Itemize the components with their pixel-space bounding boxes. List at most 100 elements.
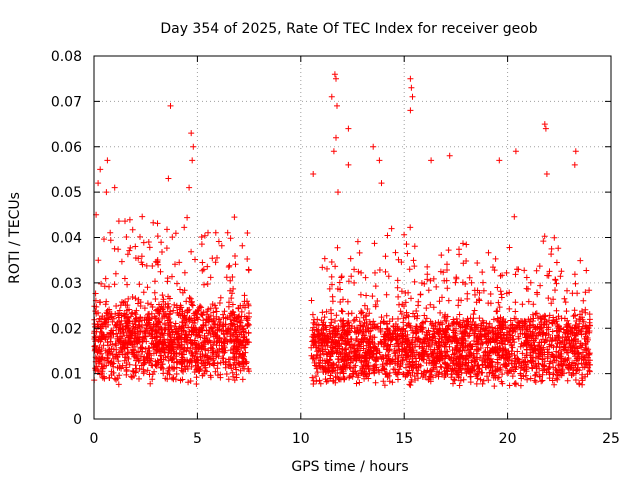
- data-point: [159, 249, 165, 255]
- data-point: [356, 355, 363, 361]
- data-point: [572, 148, 579, 155]
- data-point: [187, 295, 194, 302]
- data-point: [340, 296, 346, 303]
- data-point: [202, 359, 209, 366]
- data-point: [546, 268, 553, 275]
- data-point: [465, 368, 472, 375]
- data-point: [328, 316, 335, 323]
- data-point: [411, 313, 418, 320]
- data-point: [207, 274, 214, 281]
- data-point: [129, 320, 136, 327]
- data-point: [317, 351, 324, 358]
- data-point: [517, 370, 524, 377]
- data-point: [111, 184, 118, 191]
- data-point: [308, 344, 315, 351]
- data-point: [218, 242, 225, 249]
- data-point: [227, 310, 234, 317]
- data-point: [173, 371, 180, 377]
- data-point: [514, 348, 521, 355]
- data-point: [189, 302, 196, 309]
- data-point: [455, 302, 462, 309]
- data-point: [217, 294, 224, 301]
- data-point: [110, 331, 117, 338]
- data-point: [327, 322, 334, 329]
- data-point: [491, 383, 498, 390]
- data-point: [382, 253, 389, 260]
- data-point: [496, 345, 503, 352]
- data-point: [533, 310, 540, 317]
- data-point: [578, 327, 585, 334]
- data-point: [460, 362, 466, 368]
- data-point: [552, 318, 558, 325]
- data-point: [228, 320, 235, 327]
- data-point: [498, 326, 505, 332]
- data-point: [159, 292, 166, 299]
- data-point: [404, 250, 411, 257]
- data-point: [326, 356, 333, 363]
- data-point: [186, 315, 193, 321]
- data-point: [158, 239, 165, 246]
- data-point: [496, 157, 503, 164]
- data-point: [347, 255, 354, 262]
- data-point: [187, 357, 194, 364]
- data-point: [157, 268, 164, 275]
- data-point: [351, 266, 358, 273]
- data-point: [336, 279, 343, 286]
- data-point: [309, 311, 316, 318]
- data-point: [192, 332, 199, 339]
- data-point: [210, 315, 217, 322]
- data-point: [388, 334, 395, 341]
- data-point: [573, 357, 580, 364]
- data-point: [429, 337, 436, 344]
- data-point: [329, 344, 336, 351]
- data-point: [444, 267, 450, 273]
- data-point: [95, 360, 102, 367]
- data-point: [154, 306, 161, 313]
- data-point: [383, 312, 390, 319]
- data-point: [442, 361, 449, 368]
- data-point: [339, 308, 346, 315]
- data-point: [579, 316, 586, 323]
- data-point: [561, 357, 568, 364]
- data-point: [394, 324, 401, 330]
- data-point: [120, 299, 127, 306]
- data-point: [432, 350, 439, 357]
- data-point: [335, 189, 341, 196]
- data-point: [141, 305, 148, 312]
- data-point: [534, 325, 541, 331]
- data-point: [549, 328, 556, 335]
- data-point: [323, 326, 330, 333]
- data-point: [397, 360, 404, 367]
- data-point: [543, 171, 550, 177]
- data-point: [445, 365, 451, 371]
- data-point: [473, 324, 480, 331]
- data-point: [169, 234, 176, 241]
- data-point: [386, 369, 393, 376]
- data-point: [118, 258, 125, 265]
- data-point: [146, 348, 153, 354]
- data-point: [490, 373, 497, 379]
- data-point: [133, 315, 139, 322]
- data-point: [405, 313, 412, 320]
- data-point: [150, 341, 157, 348]
- scatter-points: [91, 71, 593, 390]
- data-point: [586, 328, 593, 334]
- data-point: [546, 312, 553, 319]
- data-point: [477, 354, 484, 361]
- data-point: [571, 347, 578, 354]
- data-point: [94, 348, 101, 354]
- data-point: [530, 301, 537, 308]
- data-point: [445, 326, 451, 333]
- data-point: [463, 318, 470, 325]
- data-point: [104, 157, 111, 164]
- data-point: [455, 297, 462, 304]
- data-point: [226, 299, 232, 306]
- data-point: [549, 337, 556, 344]
- data-point: [443, 277, 450, 284]
- data-point: [473, 350, 480, 357]
- data-point: [373, 354, 380, 361]
- data-point: [579, 371, 586, 378]
- data-point: [482, 325, 489, 332]
- data-point: [399, 346, 406, 353]
- data-point: [452, 279, 459, 286]
